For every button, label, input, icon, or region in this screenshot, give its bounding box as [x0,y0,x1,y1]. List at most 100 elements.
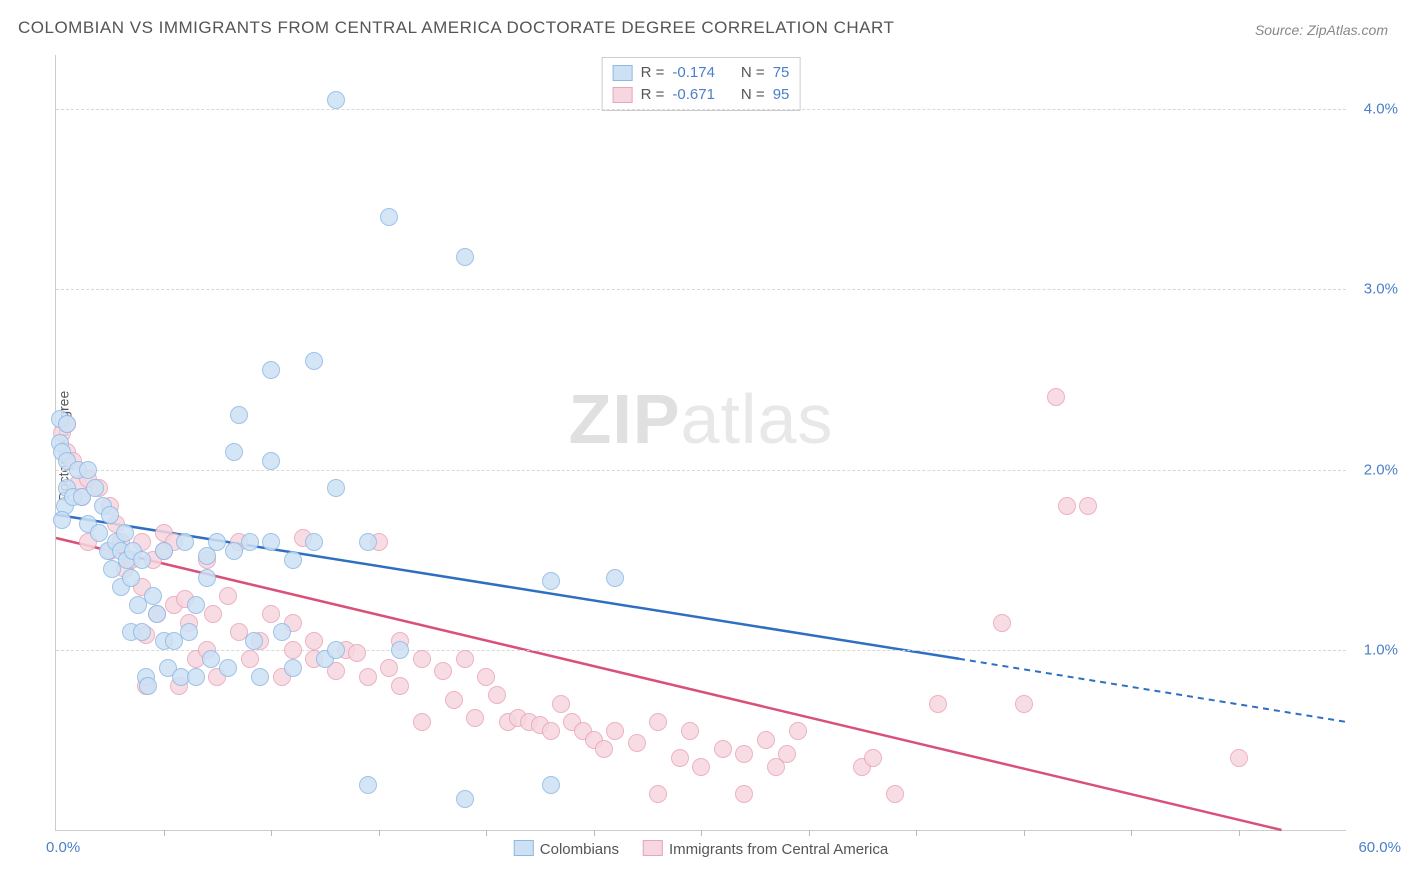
data-point [649,713,667,731]
data-point [456,650,474,668]
data-point [1058,497,1076,515]
data-point [245,632,263,650]
source-label: Source: ZipAtlas.com [1255,22,1388,38]
x-tick-mark [271,830,272,836]
data-point [649,785,667,803]
data-point [466,709,484,727]
gridline [56,470,1346,471]
watermark: ZIPatlas [569,379,834,459]
data-point [225,443,243,461]
data-point [58,415,76,433]
chart-title: COLOMBIAN VS IMMIGRANTS FROM CENTRAL AME… [18,18,894,38]
legend-n-value: 75 [773,62,790,84]
x-tick-mark [1239,830,1240,836]
data-point [219,659,237,677]
legend-series: Colombians Immigrants from Central Ameri… [514,840,888,858]
y-tick-label: 1.0% [1364,641,1398,658]
x-tick-mark [916,830,917,836]
x-tick-mark [486,830,487,836]
data-point [1230,749,1248,767]
data-point [735,785,753,803]
data-point [116,524,134,542]
data-point [133,551,151,569]
y-tick-label: 4.0% [1364,101,1398,118]
data-point [542,776,560,794]
legend-n-label: N = [741,62,765,84]
data-point [305,632,323,650]
x-tick-mark [164,830,165,836]
data-point [380,208,398,226]
data-point [219,587,237,605]
data-point [993,614,1011,632]
data-point [789,722,807,740]
data-point [204,605,222,623]
legend-stats-row: R = -0.671 N = 95 [613,84,790,106]
legend-r-label: R = [641,62,665,84]
x-tick-mark [594,830,595,836]
data-point [456,790,474,808]
legend-n-value: 95 [773,84,790,106]
data-point [735,745,753,763]
data-point [262,452,280,470]
data-point [101,506,119,524]
data-point [327,641,345,659]
data-point [595,740,613,758]
y-tick-label: 2.0% [1364,461,1398,478]
x-axis-max: 60.0% [1358,839,1401,856]
data-point [53,511,71,529]
legend-n-label: N = [741,84,765,106]
data-point [606,722,624,740]
data-point [681,722,699,740]
data-point [180,623,198,641]
x-tick-mark [379,830,380,836]
legend-r-label: R = [641,84,665,106]
data-point [230,406,248,424]
data-point [542,722,560,740]
legend-label: Colombians [540,841,619,858]
data-point [251,668,269,686]
data-point [305,533,323,551]
gridline [56,289,1346,290]
data-point [202,650,220,668]
data-point [671,749,689,767]
data-point [262,605,280,623]
legend-swatch-pink [643,840,663,856]
data-point [176,533,194,551]
data-point [1047,388,1065,406]
data-point [327,91,345,109]
data-point [445,691,463,709]
legend-item: Colombians [514,840,619,858]
data-point [692,758,710,776]
watermark-light: atlas [681,380,834,458]
legend-label: Immigrants from Central America [669,841,888,858]
data-point [714,740,732,758]
legend-r-value: -0.671 [672,84,715,106]
data-point [864,749,882,767]
data-point [241,533,259,551]
data-point [391,677,409,695]
data-point [413,713,431,731]
data-point [552,695,570,713]
x-tick-mark [809,830,810,836]
legend-swatch-blue [613,65,633,81]
trend-lines [56,55,1346,830]
data-point [456,248,474,266]
legend-stats: R = -0.174 N = 75 R = -0.671 N = 95 [602,57,801,111]
data-point [477,668,495,686]
data-point [90,524,108,542]
data-point [155,542,173,560]
data-point [198,569,216,587]
data-point [778,745,796,763]
data-point [187,596,205,614]
x-axis-min: 0.0% [46,839,80,856]
data-point [1079,497,1097,515]
data-point [122,569,140,587]
x-tick-mark [701,830,702,836]
data-point [359,776,377,794]
data-point [284,659,302,677]
data-point [305,352,323,370]
data-point [273,623,291,641]
data-point [241,650,259,668]
data-point [413,650,431,668]
data-point [262,361,280,379]
